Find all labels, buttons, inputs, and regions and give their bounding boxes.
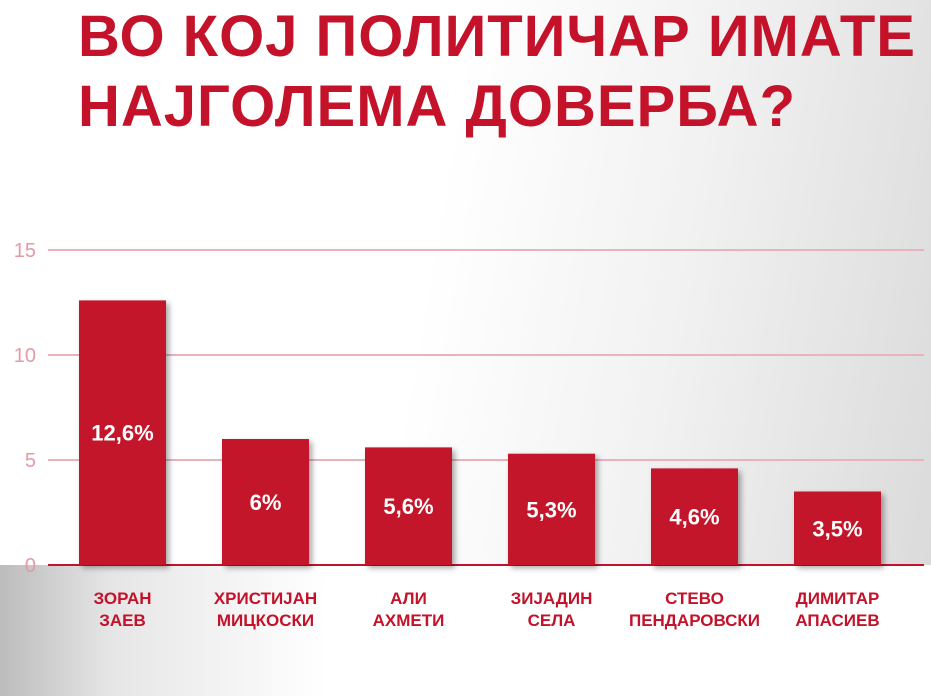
category-label: ХРИСТИЈАН МИЦКОСКИ [196, 588, 336, 632]
y-tick-label: 15 [14, 240, 36, 262]
y-axis-ticks: 0 5 10 15 [14, 240, 36, 577]
category-label-line: МИЦКОСКИ [216, 611, 315, 630]
chart-title: ВО КОЈ ПОЛИТИЧАР ИМАТЕ НАЈГОЛЕМА ДОВЕРБА… [78, 2, 916, 142]
bars [79, 300, 881, 565]
bar-value-label: 5,3% [526, 497, 576, 522]
title-line-1: ВО КОЈ ПОЛИТИЧАР ИМАТЕ [78, 4, 916, 69]
y-tick-label: 5 [25, 450, 36, 472]
category-label-line: ЗИЈАДИН [510, 589, 593, 608]
category-label: АЛИ АХМЕТИ [339, 588, 479, 632]
bar [222, 439, 309, 565]
gridlines [48, 249, 924, 566]
bar-value-label: 3,5% [812, 516, 862, 541]
bar-value-label: 4,6% [669, 505, 719, 530]
category-label-line: ДИМИТАР [795, 589, 880, 608]
bar-value-label: 6% [250, 490, 282, 515]
bottom-band [0, 565, 931, 696]
category-label-line: СТЕВО [665, 589, 724, 608]
category-label: ДИМИТАР АПАСИЕВ [768, 588, 908, 632]
bar-value-label: 5,6% [383, 494, 433, 519]
category-label-line: ПЕНДАРОВСКИ [628, 611, 761, 630]
category-label-line: ЗОРАН [93, 589, 152, 608]
bar [794, 491, 881, 565]
bar [79, 300, 166, 565]
category-label-line: СЕЛА [527, 611, 576, 630]
y-tick-label: 0 [25, 555, 36, 577]
bar-value-label: 12,6% [91, 421, 153, 446]
category-label-line: АЛИ [390, 589, 427, 608]
title-line-2: НАЈГОЛЕМА ДОВЕРБА? [78, 74, 796, 139]
y-tick-label: 10 [14, 345, 36, 367]
bar [508, 453, 595, 565]
bar [651, 468, 738, 565]
category-label-line: ЗАЕВ [99, 611, 146, 630]
category-label-line: АПАСИЕВ [795, 611, 880, 630]
category-label: ЗИЈАДИН СЕЛА [482, 588, 622, 632]
category-label-line: ХРИСТИЈАН [213, 589, 318, 608]
value-labels: 12,6% 6% 5,6% 5,3% 4,6% 3,5% [91, 421, 862, 542]
category-label-line: АХМЕТИ [372, 611, 445, 630]
category-label: ЗОРАН ЗАЕВ [53, 588, 193, 632]
category-label: СТЕВО ПЕНДАРОВСКИ [625, 588, 765, 632]
bar [365, 447, 452, 565]
